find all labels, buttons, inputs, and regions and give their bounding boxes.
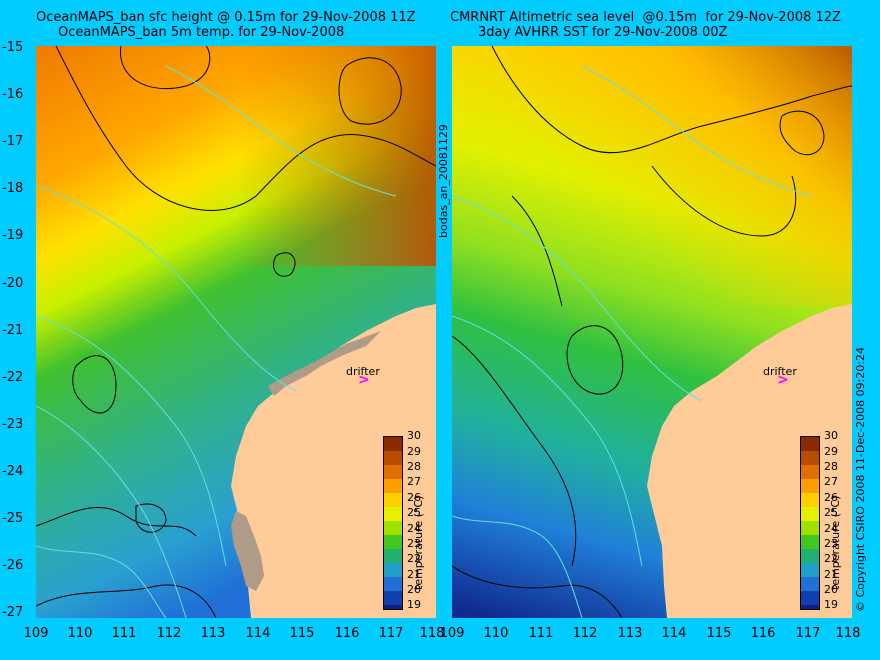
analysis-id-label: bodas_an_20081129 — [437, 124, 450, 238]
right-map-panel — [452, 46, 852, 618]
y-tick-label: -18 — [2, 181, 24, 196]
x-tick-label: 110 — [483, 626, 509, 641]
left-colorbar — [383, 436, 403, 610]
colorbar-tick: 19 — [407, 598, 421, 611]
y-tick-label: -24 — [2, 464, 24, 479]
x-tick-label: 117 — [378, 626, 404, 641]
y-tick-label: -21 — [2, 323, 24, 338]
colorbar-tick: 28 — [824, 460, 838, 473]
x-tick-label: 114 — [245, 626, 271, 641]
x-tick-label: 109 — [23, 626, 49, 641]
colorbar-tick: 24 — [824, 522, 838, 535]
colorbar-tick: 26 — [407, 491, 421, 504]
right-colorbar — [800, 436, 820, 610]
colorbar-tick: 28 — [407, 460, 421, 473]
y-tick-label: -22 — [2, 370, 24, 385]
y-tick-label: -19 — [2, 228, 24, 243]
x-tick-label: 110 — [67, 626, 93, 641]
colorbar-tick: 25 — [824, 506, 838, 519]
x-tick-label: 117 — [795, 626, 821, 641]
x-tick-label: 118 — [835, 626, 861, 641]
drifter-marker-icon: > — [358, 372, 370, 388]
right-title-line2: 3day AVHRR SST for 29-Nov-2008 00Z — [478, 25, 728, 40]
x-tick-label: 109 — [439, 626, 465, 641]
x-tick-label: 116 — [334, 626, 360, 641]
colorbar-tick: 20 — [824, 583, 838, 596]
x-tick-label: 112 — [156, 626, 182, 641]
colorbar-tick: 29 — [824, 445, 838, 458]
colorbar-tick: 22 — [824, 552, 838, 565]
left-map-panel — [36, 46, 436, 618]
x-tick-label: 113 — [200, 626, 226, 641]
colorbar-tick: 20 — [407, 583, 421, 596]
y-tick-label: -20 — [2, 276, 24, 291]
y-tick-label: -17 — [2, 134, 24, 149]
y-tick-label: -27 — [2, 605, 24, 620]
x-tick-label: 114 — [661, 626, 687, 641]
x-tick-label: 116 — [750, 626, 776, 641]
copyright-label: © Copyright CSIRO 2008 11-Dec-2008 09:20… — [854, 346, 867, 612]
colorbar-tick: 19 — [824, 598, 838, 611]
left-title-line2: OceanMAPS_ban 5m temp. for 29-Nov-2008 — [58, 25, 345, 40]
x-tick-label: 115 — [706, 626, 732, 641]
colorbar-tick: 23 — [824, 537, 838, 550]
colorbar-tick: 26 — [824, 491, 838, 504]
y-tick-label: -16 — [2, 87, 24, 102]
colorbar-tick: 30 — [824, 429, 838, 442]
x-tick-label: 115 — [289, 626, 315, 641]
drifter-label: drifter — [346, 365, 380, 378]
y-tick-label: -26 — [2, 558, 24, 573]
colorbar-tick: 24 — [407, 522, 421, 535]
colorbar-tick: 30 — [407, 429, 421, 442]
colorbar-tick: 21 — [407, 568, 421, 581]
x-tick-label: 111 — [528, 626, 554, 641]
x-tick-label: 111 — [111, 626, 137, 641]
x-tick-label: 113 — [617, 626, 643, 641]
colorbar-tick: 25 — [407, 506, 421, 519]
right-title-line1: CMRNRT Altimetric sea level @0.15m for 2… — [450, 10, 841, 25]
colorbar-tick: 27 — [407, 475, 421, 488]
colorbar-tick: 23 — [407, 537, 421, 550]
y-tick-label: -15 — [2, 40, 24, 55]
colorbar-tick: 27 — [824, 475, 838, 488]
drifter-label: drifter — [763, 365, 797, 378]
y-tick-label: -23 — [2, 417, 24, 432]
left-title-line1: OceanMAPS_ban sfc height @ 0.15m for 29-… — [36, 10, 416, 25]
drifter-marker-icon: > — [777, 372, 789, 388]
colorbar-tick: 22 — [407, 552, 421, 565]
colorbar-tick: 21 — [824, 568, 838, 581]
x-tick-label: 112 — [572, 626, 598, 641]
x-tick-label: 118 — [419, 626, 445, 641]
y-tick-label: -25 — [2, 511, 24, 526]
colorbar-tick: 29 — [407, 445, 421, 458]
